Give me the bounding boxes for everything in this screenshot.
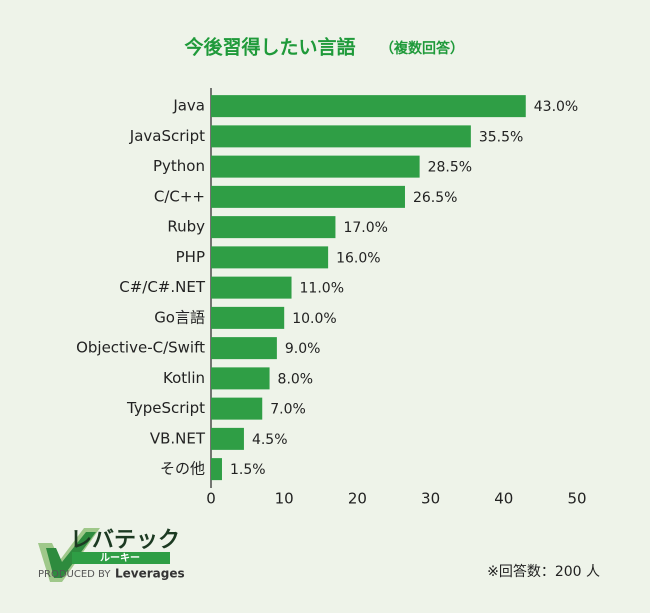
y-tick-label: TypeScript: [126, 399, 205, 417]
logo-producer: PRODUCED BY: [38, 569, 111, 580]
logo-check-inner: [46, 532, 96, 578]
logo-sub: ルーキー: [100, 552, 140, 564]
value-label: 8.0%: [278, 371, 314, 387]
y-tick-label: その他: [160, 460, 205, 478]
bar: [211, 216, 336, 239]
bar: [211, 276, 292, 299]
y-tick-label: Ruby: [167, 218, 205, 236]
bar: [211, 458, 222, 481]
bar: [211, 306, 285, 329]
bar: [211, 95, 526, 118]
value-label: 4.5%: [252, 432, 288, 448]
bar: [211, 367, 270, 390]
value-label: 35.5%: [479, 129, 523, 145]
value-label: 9.0%: [285, 341, 321, 357]
y-tick-label: Kotlin: [163, 369, 205, 387]
bar: [211, 246, 329, 269]
value-label: 16.0%: [336, 250, 380, 266]
bar: [211, 397, 263, 420]
y-tick-label: Objective-C/Swift: [76, 339, 205, 357]
value-label: 28.5%: [428, 160, 472, 176]
chart-title: 今後習得したい言語: [183, 36, 355, 59]
value-label: 43.0%: [534, 99, 578, 115]
x-tick-label: 50: [567, 490, 586, 508]
x-tick-label: 40: [494, 490, 513, 508]
chart-subtitle: （複数回答）: [380, 40, 464, 57]
value-label: 11.0%: [300, 281, 344, 297]
bar: [211, 125, 471, 148]
logo-company: Leverages: [115, 567, 185, 581]
y-tick-label: C#/C#.NET: [119, 278, 206, 296]
x-tick-label: 30: [421, 490, 440, 508]
logo: レバテック ルーキー PRODUCED BY Leverages: [38, 528, 185, 582]
value-label: 26.5%: [413, 190, 457, 206]
bar: [211, 337, 277, 360]
bar: [211, 155, 420, 178]
bar: [211, 185, 405, 208]
y-tick-label: C/C++: [154, 187, 205, 205]
y-tick-label: PHP: [176, 248, 205, 266]
bar: [211, 427, 244, 450]
note: ※回答数：200 人: [487, 563, 600, 580]
x-tick-label: 10: [275, 490, 294, 508]
x-tick-label: 0: [206, 490, 216, 508]
x-tick-label: 20: [348, 490, 367, 508]
logo-brand: レバテック: [70, 528, 180, 553]
logo-band: [72, 552, 170, 564]
y-tick-label: Python: [153, 157, 205, 175]
value-label: 1.5%: [230, 462, 266, 478]
y-tick-label: Go言語: [154, 308, 205, 326]
y-tick-label: JavaScript: [129, 127, 205, 145]
value-label: 10.0%: [292, 311, 336, 327]
value-label: 17.0%: [343, 220, 387, 236]
y-tick-label: Java: [172, 97, 205, 115]
y-tick-label: VB.NET: [150, 429, 206, 447]
value-label: 7.0%: [270, 402, 306, 418]
